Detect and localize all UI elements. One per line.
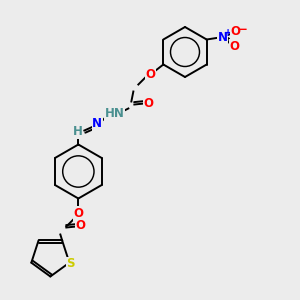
Text: O: O bbox=[145, 68, 155, 81]
Text: O: O bbox=[73, 207, 83, 220]
Text: O: O bbox=[143, 97, 153, 110]
Text: O: O bbox=[75, 219, 85, 232]
Text: S: S bbox=[66, 257, 75, 270]
Text: O: O bbox=[231, 25, 241, 38]
Text: N: N bbox=[92, 117, 102, 130]
Text: +: + bbox=[224, 28, 232, 38]
Text: HN: HN bbox=[104, 107, 124, 120]
Text: −: − bbox=[238, 23, 248, 36]
Text: H: H bbox=[72, 125, 82, 138]
Text: N: N bbox=[218, 31, 228, 44]
Text: O: O bbox=[230, 40, 240, 53]
